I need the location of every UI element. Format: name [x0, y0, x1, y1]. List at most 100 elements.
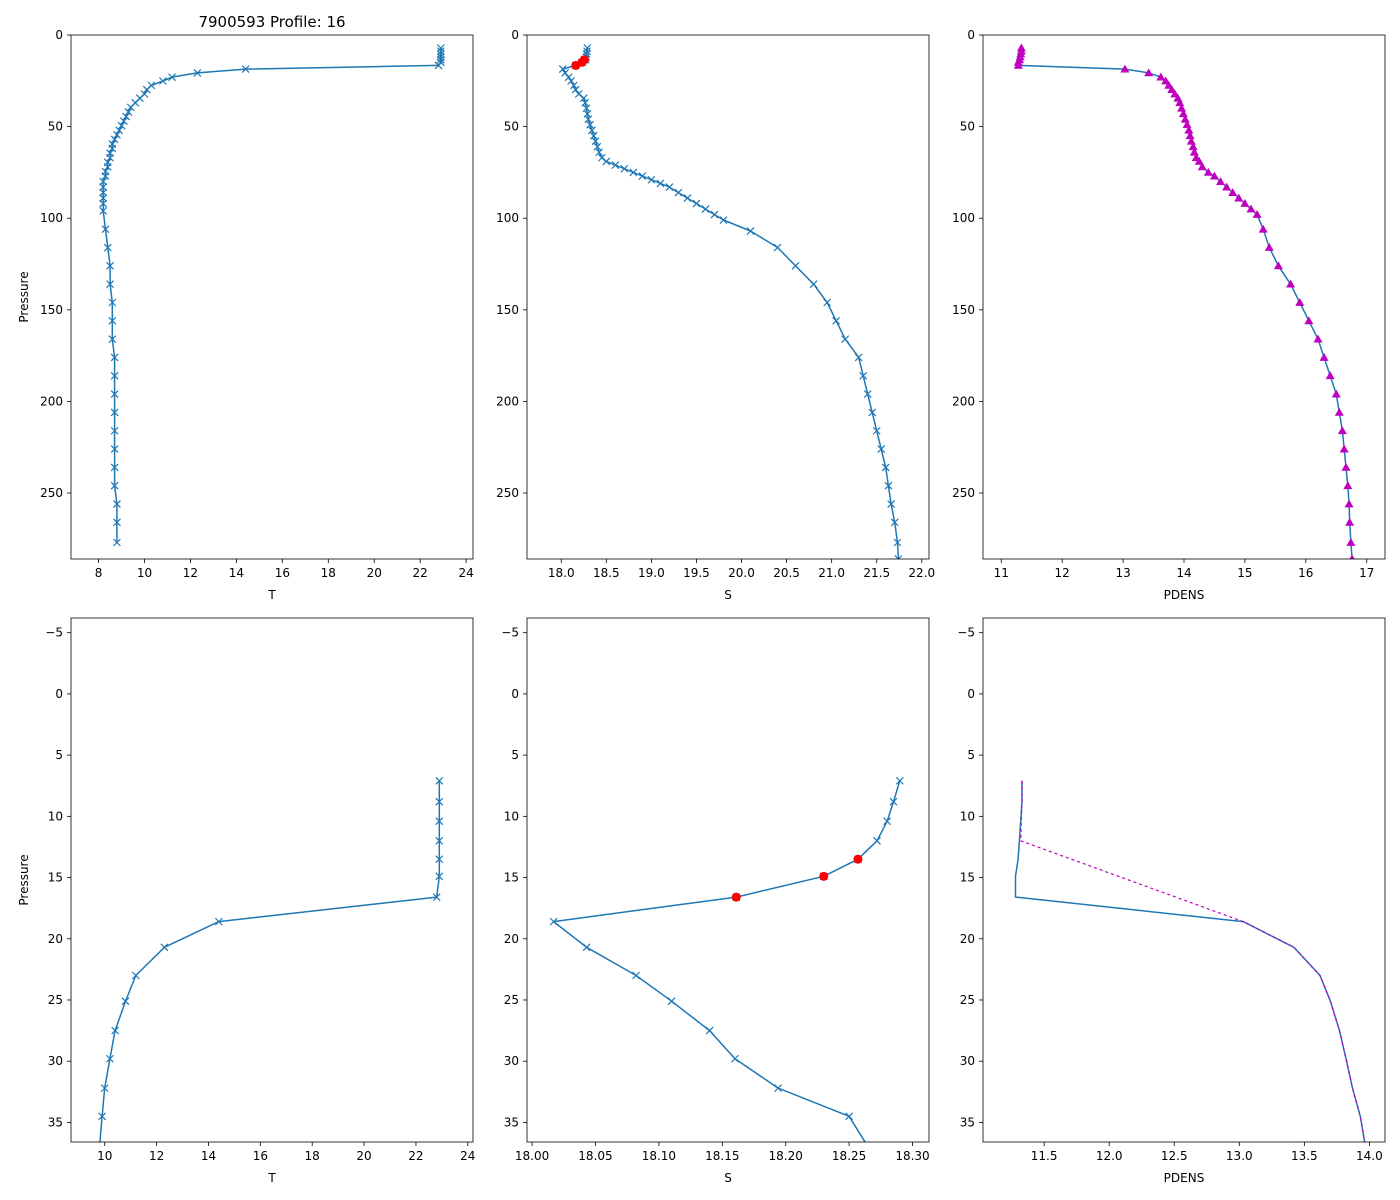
data-point-x: [589, 131, 598, 140]
y-tick-label: 30: [504, 1054, 519, 1068]
x-axis-label: PDENS: [1164, 588, 1205, 602]
series-line: [552, 780, 901, 1142]
data-point-triangle: [1203, 167, 1213, 176]
x-tick-label: 13.5: [1291, 1149, 1318, 1163]
x-tick-label: 15: [1237, 566, 1252, 580]
data-point-triangle: [1185, 131, 1195, 140]
data-point-x: [873, 836, 881, 845]
x-tick-label: 18.00: [515, 1149, 549, 1163]
data-point-x: [110, 481, 119, 490]
y-tick-label: 5: [511, 748, 519, 762]
data-point-x: [841, 335, 850, 344]
x-tick-label: 18.05: [578, 1149, 612, 1163]
y-tick-label: 200: [952, 394, 975, 408]
data-point-x: [683, 194, 692, 202]
axes-frame: [526, 34, 930, 560]
data-point-x: [564, 73, 573, 82]
data-point-x: [432, 893, 441, 902]
x-tick-label: 18.25: [832, 1149, 866, 1163]
data-point-x: [774, 1084, 783, 1093]
y-tick-label: −5: [45, 626, 63, 640]
y-tick-label: 50: [504, 120, 519, 134]
data-point-triangle: [1156, 72, 1166, 81]
data-point-x: [638, 172, 647, 181]
data-point-x: [110, 408, 119, 417]
data-point-x: [142, 85, 151, 94]
y-tick-label: 150: [952, 303, 975, 317]
x-tick-label: 16: [253, 1149, 268, 1163]
data-point-triangle: [1334, 407, 1344, 416]
data-point-x: [110, 463, 119, 472]
y-tick-label: 100: [496, 211, 519, 225]
data-point-x: [119, 117, 128, 126]
y-tick-label: 0: [967, 687, 975, 701]
data-point-x: [131, 971, 140, 980]
y-tick-label: 10: [48, 809, 63, 823]
y-tick-label: 0: [55, 28, 63, 42]
axes-frame: [982, 617, 1386, 1143]
data-point-x: [158, 77, 167, 85]
data-point-triangle: [1182, 120, 1192, 129]
x-tick-label: 18.15: [705, 1149, 739, 1163]
data-point-x: [122, 112, 131, 121]
data-point-x: [110, 390, 119, 399]
data-point-x: [435, 836, 444, 845]
data-point-triangle: [1252, 210, 1262, 218]
data-point-triangle: [1177, 103, 1187, 112]
data-point-triangle: [1345, 517, 1355, 526]
data-point-x: [863, 390, 872, 399]
data-point-x: [854, 353, 863, 362]
y-tick-label: 15: [48, 871, 63, 885]
data-point-x: [105, 1054, 114, 1063]
data-point-x: [647, 175, 656, 184]
data-point-x: [872, 426, 881, 435]
x-tick-label: 19.0: [638, 566, 665, 580]
flagged-point: [853, 854, 863, 864]
plot-area: [1013, 43, 1356, 559]
x-tick-label: 13: [1115, 566, 1130, 580]
x-tick-label: 19.5: [683, 566, 710, 580]
x-tick-label: 10: [137, 566, 152, 580]
y-tick-label: −5: [957, 626, 975, 640]
data-point-x: [113, 538, 121, 547]
data-point-triangle: [1339, 444, 1349, 453]
x-tick-label: 22.0: [908, 566, 935, 580]
data-point-x: [629, 168, 638, 177]
data-point-x: [106, 261, 114, 270]
y-tick-label: 0: [511, 687, 519, 701]
x-tick-label: 18.20: [769, 1149, 803, 1163]
y-tick-label: 200: [496, 394, 519, 408]
data-point-triangle: [1222, 182, 1232, 191]
data-point-x: [435, 817, 444, 826]
data-point-x: [823, 298, 832, 307]
y-tick-label: 0: [511, 28, 519, 42]
data-point-x: [692, 199, 701, 208]
y-tick-label: 100: [952, 211, 975, 225]
y-tick-label: 25: [48, 993, 63, 1007]
data-point-triangle: [1349, 554, 1355, 559]
data-point-x: [705, 1026, 714, 1035]
data-point-x: [108, 316, 117, 325]
data-point-x: [117, 121, 126, 130]
y-tick-label: 150: [40, 303, 63, 317]
data-point-triangle: [1144, 68, 1154, 77]
data-point-x: [887, 500, 896, 508]
data-point-x: [558, 65, 567, 74]
y-tick-label: 35: [48, 1115, 63, 1129]
data-point-x: [884, 481, 893, 490]
chart-top-temperature: 8 10 12 14 16 18 20 22 24 0 50 100 150 200 250 T Pressur…: [17, 28, 474, 602]
data-point-triangle: [1313, 334, 1323, 343]
x-tick-label: 8: [95, 566, 103, 580]
flagged-point: [731, 892, 741, 902]
x-tick-label: 21.0: [818, 566, 845, 580]
data-point-triangle: [1344, 499, 1354, 508]
data-point-x: [602, 157, 611, 166]
data-point-x: [809, 280, 818, 289]
data-point-x: [435, 776, 444, 785]
y-tick-label: 30: [960, 1054, 975, 1068]
data-point-x: [859, 371, 868, 380]
data-point-x: [868, 408, 877, 417]
x-tick-label: 17: [1359, 566, 1374, 580]
data-point-x: [110, 353, 119, 362]
